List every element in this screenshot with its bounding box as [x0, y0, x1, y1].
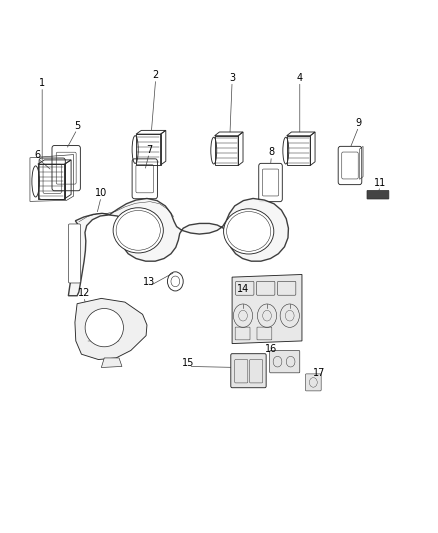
FancyBboxPatch shape: [270, 351, 300, 373]
Ellipse shape: [85, 309, 124, 347]
FancyBboxPatch shape: [231, 354, 266, 387]
FancyBboxPatch shape: [305, 374, 321, 391]
Text: 2: 2: [152, 70, 159, 80]
Text: 1: 1: [39, 78, 45, 88]
Ellipse shape: [113, 208, 163, 253]
Text: 13: 13: [143, 278, 155, 287]
Text: 5: 5: [74, 120, 80, 131]
Text: 11: 11: [374, 177, 387, 188]
Polygon shape: [232, 274, 302, 344]
Text: 6: 6: [35, 150, 41, 160]
FancyBboxPatch shape: [367, 190, 389, 199]
Text: 7: 7: [146, 144, 152, 155]
Text: 14: 14: [237, 284, 249, 294]
Text: 3: 3: [229, 73, 235, 83]
Ellipse shape: [223, 209, 274, 254]
Text: 17: 17: [313, 368, 325, 378]
Text: 16: 16: [265, 344, 278, 354]
Polygon shape: [75, 298, 147, 360]
Text: 9: 9: [356, 118, 362, 128]
Text: 8: 8: [268, 147, 275, 157]
Text: 12: 12: [78, 288, 90, 298]
Text: 15: 15: [182, 358, 194, 368]
FancyBboxPatch shape: [68, 224, 81, 283]
Text: 4: 4: [297, 73, 303, 83]
Polygon shape: [101, 358, 122, 368]
Polygon shape: [68, 198, 288, 296]
Text: 10: 10: [95, 188, 107, 198]
